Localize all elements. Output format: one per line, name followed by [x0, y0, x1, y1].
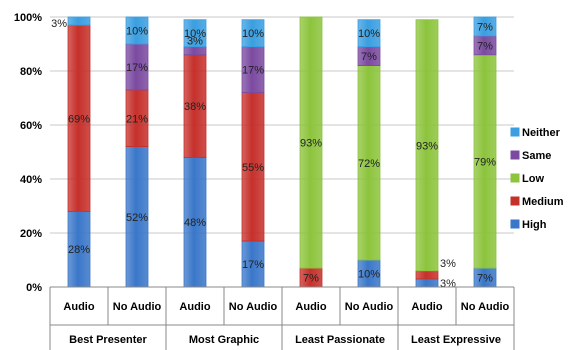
- bars: [67, 16, 497, 288]
- data-labels: 28%69%3%52%21%17%10%48%38%3%10%17%55%17%…: [51, 18, 496, 290]
- legend: Neither Same Low Medium High: [510, 127, 564, 231]
- legend-swatch-neither: [510, 127, 520, 137]
- data-label-neither: 7%: [477, 21, 493, 33]
- group-label: Most Graphic: [189, 334, 259, 346]
- legend-label-same: Same: [522, 150, 551, 162]
- data-label-neither: 10%: [126, 26, 148, 38]
- legend-swatch-same: [510, 150, 520, 160]
- data-label-high: 10%: [358, 269, 380, 281]
- data-label-high: 52%: [126, 212, 148, 224]
- bar-low: [299, 16, 323, 269]
- data-label-high: 3%: [440, 278, 456, 290]
- x-axis: [49, 286, 515, 350]
- data-label-low: 93%: [300, 138, 322, 150]
- data-label-high: 7%: [477, 273, 493, 285]
- data-label-same: 7%: [361, 51, 377, 63]
- data-label-medium: 38%: [184, 101, 206, 113]
- y-tick-label: 80%: [20, 66, 42, 78]
- data-label-high: 17%: [242, 259, 264, 271]
- data-label-medium: 69%: [68, 113, 90, 125]
- group-label: Best Presenter: [69, 334, 147, 346]
- x-tick-label: Audio: [179, 301, 210, 313]
- bar-neither: [125, 16, 149, 45]
- y-tick-label: 40%: [20, 174, 42, 186]
- data-label-medium: 7%: [303, 273, 319, 285]
- data-label-low: 72%: [358, 158, 380, 170]
- y-tick-label: 20%: [20, 228, 42, 240]
- data-label-neither: 3%: [51, 18, 67, 30]
- bar-neither: [67, 16, 91, 26]
- data-label-neither: 10%: [358, 28, 380, 40]
- data-label-medium: 3%: [440, 258, 456, 270]
- bar-high: [415, 278, 439, 288]
- data-label-medium: 55%: [242, 162, 264, 174]
- data-label-same: 17%: [126, 62, 148, 74]
- bar-neither: [357, 19, 381, 48]
- group-labels: Best Presenter Most Graphic Least Passiona…: [69, 334, 501, 346]
- x-tick-label: Audio: [295, 301, 326, 313]
- gridlines: [50, 16, 514, 288]
- x-tick-label: No Audio: [461, 301, 510, 313]
- bar-neither: [241, 19, 265, 48]
- x-tick-label: No Audio: [229, 301, 278, 313]
- data-label-high: 28%: [68, 244, 90, 256]
- legend-label-medium: Medium: [522, 196, 564, 208]
- legend-swatch-low: [510, 173, 520, 183]
- data-label-low: 93%: [416, 140, 438, 152]
- bar-medium: [415, 270, 439, 280]
- legend-swatch-medium: [510, 196, 520, 206]
- y-tick-label: 100%: [14, 12, 42, 24]
- data-label-medium: 21%: [126, 113, 148, 125]
- data-label-high: 48%: [184, 217, 206, 229]
- data-label-same: 7%: [477, 40, 493, 52]
- legend-label-neither: Neither: [522, 127, 561, 139]
- x-tick-label: Audio: [63, 301, 94, 313]
- y-tick-label: 0%: [26, 282, 42, 294]
- bar-neither: [473, 16, 497, 37]
- group-label: Least Expressive: [411, 334, 501, 346]
- legend-label-low: Low: [522, 173, 544, 185]
- y-axis-ticks: 0% 20% 40% 60% 80% 100%: [14, 12, 42, 294]
- data-label-neither: 10%: [184, 28, 206, 40]
- group-label: Least Passionate: [295, 334, 385, 346]
- data-label-low: 79%: [474, 156, 496, 168]
- bar-low: [415, 19, 439, 272]
- x-tick-label: No Audio: [113, 301, 162, 313]
- x-tick-label: Audio: [411, 301, 442, 313]
- legend-label-high: High: [522, 219, 547, 231]
- x-tick-label: No Audio: [345, 301, 394, 313]
- category-labels: Audio No Audio Audio No Audio Audio No Audio A…: [63, 301, 509, 313]
- y-tick-label: 60%: [20, 120, 42, 132]
- legend-swatch-high: [510, 219, 520, 229]
- data-label-neither: 10%: [242, 28, 264, 40]
- bar-same: [183, 46, 207, 56]
- data-label-same: 3%: [187, 36, 203, 48]
- bar-neither: [183, 19, 207, 48]
- data-label-same: 17%: [242, 65, 264, 77]
